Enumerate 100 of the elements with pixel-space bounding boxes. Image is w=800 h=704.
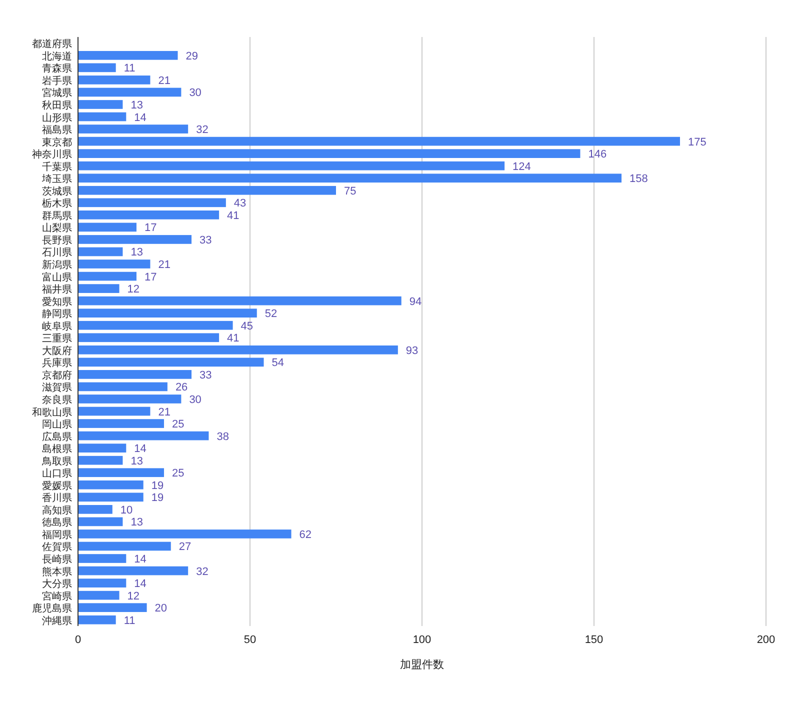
data-label: 19 [151,492,164,504]
y-tick-label: 栃木県 [42,198,72,210]
bar [78,578,126,588]
bar [78,492,144,502]
data-label: 32 [196,566,208,578]
y-tick-label: 大阪府 [42,344,72,357]
bar [78,615,116,624]
bar [78,566,188,576]
data-label: 14 [134,443,146,456]
bar [78,382,168,392]
bar [78,235,192,244]
x-tick-label: 150 [584,634,604,646]
bar [78,542,171,551]
y-tick-label: 鹿児島県 [32,602,72,615]
bar [78,480,144,490]
bar [78,50,178,60]
bar [78,345,398,354]
data-label: 54 [272,357,284,370]
y-tick-label: 東京都 [42,136,72,148]
bar [78,136,680,146]
data-label: 175 [688,136,706,148]
data-label: 12 [127,284,140,296]
bar [78,247,123,256]
data-label: 14 [134,578,146,590]
data-label: 30 [189,87,202,100]
y-tick-label: 和歌山県 [32,406,72,418]
data-label: 45 [240,320,254,332]
y-tick-label: 徳島県 [42,516,72,529]
bar [78,590,120,600]
data-label: 41 [227,210,240,222]
data-label: 13 [130,516,143,529]
y-tick-label: 滋賀県 [42,382,72,394]
bar [78,320,233,330]
y-tick-label: 佐賀県 [42,541,72,554]
data-label: 21 [158,406,170,418]
y-tick-label: 広島県 [42,430,72,443]
y-tick-label: 福井県 [42,284,72,296]
data-label: 19 [151,480,164,492]
data-label: 26 [175,382,188,394]
data-label: 38 [216,430,229,443]
data-label: 62 [299,528,312,541]
bar [78,198,226,208]
bar [78,112,126,122]
x-tick-label: 200 [756,634,776,646]
y-tick-label: 鳥取県 [41,455,72,468]
data-label: 11 [124,62,136,75]
data-label: 21 [158,259,170,272]
y-tick-label: 秋田県 [42,99,72,112]
bar [78,308,257,318]
data-label: 75 [344,185,356,198]
y-tick-label: 岐阜県 [42,320,72,332]
y-tick-label: 群馬県 [42,210,72,222]
y-tick-label: 熊本県 [42,566,72,578]
data-label: 21 [158,74,170,87]
data-label: 27 [178,541,192,554]
bar [78,284,120,293]
data-label: 124 [512,160,531,173]
data-label: 20 [154,602,168,615]
data-label: 17 [144,222,157,234]
y-tick-label: 福島県 [42,124,72,136]
y-tick-label: 岩手県 [42,74,72,87]
bar [78,161,505,170]
bar [78,149,580,158]
data-label: 14 [134,112,146,124]
x-tick-label: 0 [74,634,82,646]
bar [78,333,220,342]
bar [78,419,164,428]
y-tick-label: 沖縄県 [42,614,72,627]
bar [78,63,116,72]
bar [78,272,136,281]
y-tick-label: 石川県 [42,246,72,259]
bar [78,394,182,404]
bar [78,456,123,465]
y-tick-label: 宮城県 [42,87,72,100]
y-tick-label: 愛媛県 [42,480,72,492]
bar [78,174,622,183]
bar [78,222,136,232]
y-tick-label: 宮崎県 [42,590,72,602]
data-label: 52 [264,308,278,320]
y-tick-label: 福岡県 [42,528,72,541]
y-tick-label: 香川県 [42,492,72,504]
bar [78,406,150,416]
y-tick-label: 富山県 [42,271,72,284]
y-tick-label: 青森県 [42,62,72,75]
y-tick-label: 新潟県 [42,259,72,272]
y-tick-label: 島根県 [42,443,72,456]
data-label: 146 [588,148,607,161]
data-label: 30 [189,394,202,406]
data-label: 93 [406,344,418,357]
x-tick-label: 100 [412,634,432,646]
data-label: 11 [124,614,136,627]
bar [78,530,292,538]
bar [78,505,112,514]
y-tick-label: 大分県 [42,578,72,590]
bar [78,431,209,440]
bar [78,124,188,134]
bar [78,603,147,612]
bar [78,100,123,109]
y-tick-label: 山梨県 [42,222,72,234]
bar [78,468,164,478]
